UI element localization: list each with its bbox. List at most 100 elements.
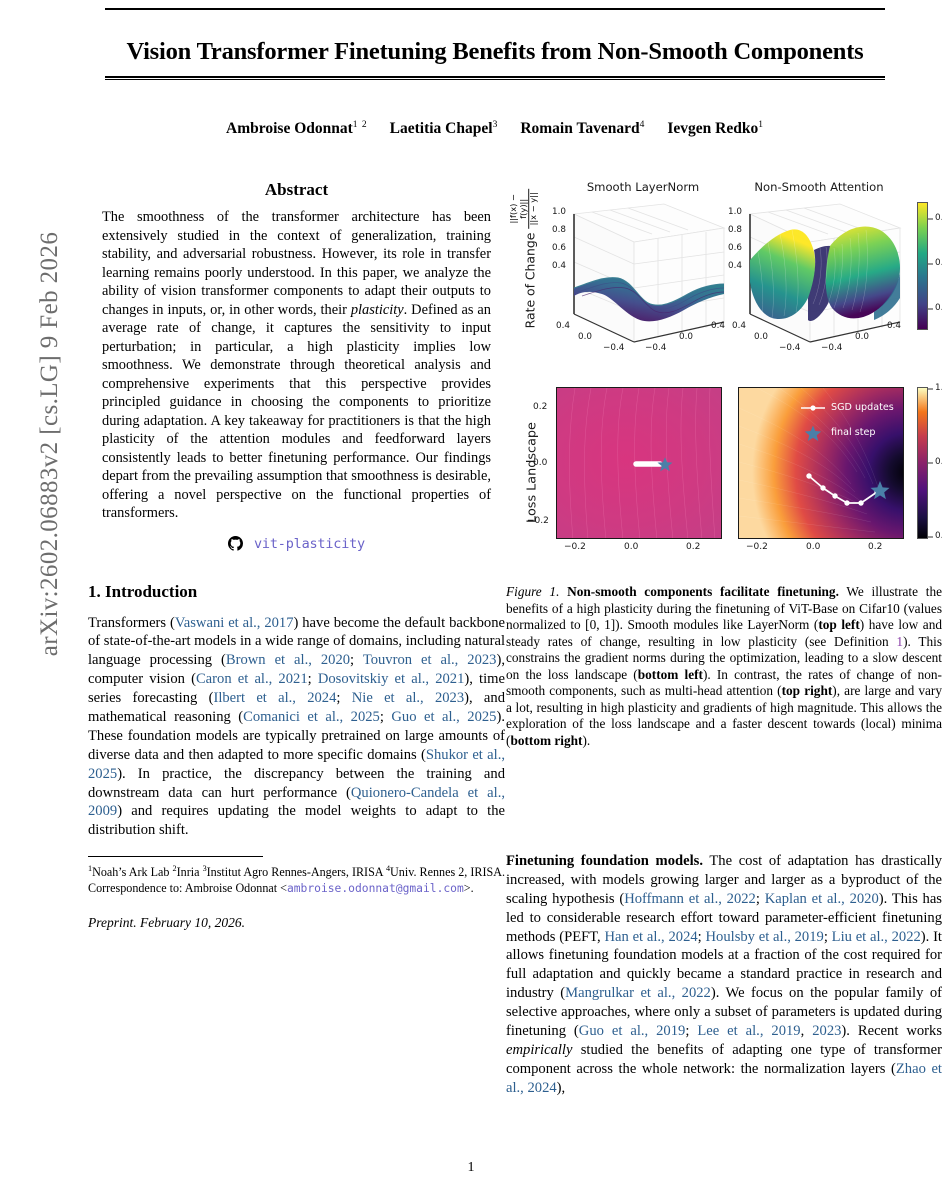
footnote-tail: >. <box>463 880 474 895</box>
author-name: Ievgen Redko1 <box>667 120 764 138</box>
citation-link[interactable]: Liu et al., 2022 <box>831 928 921 945</box>
contour-lines-smooth <box>569 388 716 538</box>
citation-link[interactable]: Nie et al., 2023 <box>351 690 465 707</box>
author-affiliation-marker: 1 2 <box>352 120 368 130</box>
ztick-4: 0.4 <box>728 261 742 271</box>
cbar-tick-0-3: 0.3 <box>935 303 942 313</box>
cbar-tick-0-5: 0.5 <box>935 457 942 467</box>
bold-run: Non-smooth components facilitate finetun… <box>567 584 839 599</box>
bl-ytick-1: 0.2 <box>533 402 548 412</box>
xtick-3: −0.4 <box>779 343 801 353</box>
footnote-aff-3: Institut Agro Rennes-Angers, IRISA <box>206 865 386 880</box>
citation-link[interactable]: Caron et al., 2021 <box>195 671 308 688</box>
citation-link[interactable]: Brown et al., 2020 <box>225 652 351 669</box>
github-icon <box>228 536 243 551</box>
internal-reference-link[interactable]: 1 <box>896 633 904 649</box>
text-run: ; <box>823 928 832 945</box>
br-xtick-2: 0.0 <box>806 542 821 552</box>
citation-link[interactable]: Kaplan et al., 2020 <box>764 890 879 907</box>
citation-link[interactable]: Lee et al., 2019 <box>697 1023 801 1040</box>
formula-denominator: ||x − y|| <box>528 192 539 226</box>
footnote-sup-2: 2 <box>172 864 177 874</box>
ztick-2: 0.8 <box>552 225 566 235</box>
xtick-3: −0.4 <box>603 343 625 353</box>
citation-link[interactable]: Guo et al., 2025 <box>391 708 497 725</box>
abstract-part-1: The smoothness of the transformer archit… <box>102 209 491 318</box>
author-affiliation-marker: 4 <box>639 120 646 130</box>
surface-plot-attention <box>748 203 902 343</box>
text-run: ). In practice, the discrepancy between … <box>88 765 505 801</box>
text-run: ; <box>307 671 318 688</box>
text-run: ). This has led to considerable research… <box>506 890 942 945</box>
ytick-2: 0.0 <box>855 332 869 342</box>
correspondence-email[interactable]: ambroise.odonnat@gmail.com <box>286 881 464 895</box>
xtick-2: 0.0 <box>578 332 592 342</box>
right-column: Rate of Change ||f(x) − f(y)|| ||x − y||… <box>506 180 942 1096</box>
footnote-aff-4: Univ. Rennes 2, IRISA. Correspondence to… <box>88 865 505 895</box>
bl-ytick-2: 0.0 <box>533 458 548 468</box>
text-run: ; <box>336 690 352 707</box>
legend-label-sgd-updates: SGD updates <box>831 402 894 413</box>
axis-label-rate-of-change: Rate of Change <box>522 232 538 329</box>
panel-loss-landscape-nonsmooth: SGD updates final step <box>738 387 904 539</box>
xtick-2: 0.0 <box>754 332 768 342</box>
bl-ytick-3: −0.2 <box>527 516 549 526</box>
text-run: ) have low and steady rates of change, r… <box>506 617 942 649</box>
top-rule <box>105 8 885 10</box>
author-affiliation-marker: 1 <box>758 120 764 130</box>
bold-run: top right <box>781 683 833 699</box>
ztick-3: 0.6 <box>552 243 566 253</box>
colorbar-magma <box>917 387 928 539</box>
author-name: Laetitia Chapel3 <box>389 120 499 138</box>
right-column-paragraph: Finetuning foundation models. The cost o… <box>506 852 942 1098</box>
citation-link[interactable]: Shukor et al., 2025 <box>88 746 506 782</box>
footnote-aff-1: Noah’s Ark Lab <box>92 865 173 880</box>
text-run <box>559 584 567 599</box>
footnote-rule <box>88 856 263 858</box>
abstract-italic-plasticity: plasticity <box>350 301 404 318</box>
text-run: ). In contrast, the rates of change of n… <box>506 666 942 699</box>
text-run: ), computer vision ( <box>88 652 505 688</box>
figure-number: Figure 1. <box>506 584 560 599</box>
section-heading-introduction: 1. Introduction <box>88 581 198 601</box>
citation-link[interactable]: Touvron et al., 2023 <box>362 652 497 669</box>
text-run: ), are large and vary a lot, resulting i… <box>506 683 942 748</box>
github-repo-link[interactable]: vit-plasticity <box>88 536 505 552</box>
colorbar-viridis <box>917 202 928 330</box>
figure-caption: Figure 1. Non-smooth components facilita… <box>506 584 942 749</box>
citation-link[interactable]: Vaswani et al., 2017 <box>174 614 294 631</box>
text-run: We illustrate the benefits of a high pla… <box>506 584 942 633</box>
citation-link[interactable]: Ilbert et al., 2024 <box>213 690 337 707</box>
bold-run: bottom left <box>637 666 703 682</box>
br-xtick-3: 0.2 <box>868 542 883 552</box>
citation-link[interactable]: 2023 <box>812 1023 842 1040</box>
text-run: , <box>800 1023 813 1040</box>
footnote-sup-4: 4 <box>385 864 391 874</box>
ztick-1: 1.0 <box>728 207 742 217</box>
text-run: Transformers ( <box>88 614 175 631</box>
colorbar-magma-ticks <box>928 388 933 538</box>
contour-fill-nonsmooth <box>739 388 903 538</box>
surface-plot-layernorm <box>572 203 726 343</box>
author-affiliation-marker: 3 <box>492 120 499 130</box>
github-repo-name[interactable]: vit-plasticity <box>254 535 365 552</box>
citation-link[interactable]: Houlsby et al., 2019 <box>705 928 824 945</box>
ztick-2: 0.8 <box>728 225 742 235</box>
citation-link[interactable]: Hoffmann et al., 2022 <box>624 890 756 907</box>
text-run: ). These foundation models are typically… <box>88 708 505 763</box>
arxiv-stamp: arXiv:2602.06883v2 [cs.LG] 9 Feb 2026 <box>36 231 63 657</box>
colorbar-viridis-ticks <box>928 218 933 310</box>
text-run: studied the benefits of adapting one typ… <box>506 1041 942 1077</box>
bl-xtick-3: 0.2 <box>686 542 701 552</box>
citation-link[interactable]: Han et al., 2024 <box>604 928 698 945</box>
ytick-1: −0.4 <box>645 343 667 353</box>
citation-link[interactable]: Dosovitskiy et al., 2021 <box>317 671 465 688</box>
citation-link[interactable]: Guo et al., 2019 <box>578 1023 686 1040</box>
footnote-sup-3: 3 <box>202 864 207 874</box>
citation-link[interactable]: Quionero-Candela et al., 2009 <box>88 784 506 820</box>
citation-link[interactable]: Zhao et al., 2024 <box>506 1060 942 1096</box>
citation-link[interactable]: Mangrulkar et al., 2022 <box>565 985 711 1002</box>
introduction-paragraph: Transformers (Vaswani et al., 2017) have… <box>88 614 505 841</box>
citation-link[interactable]: Comanici et al., 2025 <box>243 708 380 725</box>
